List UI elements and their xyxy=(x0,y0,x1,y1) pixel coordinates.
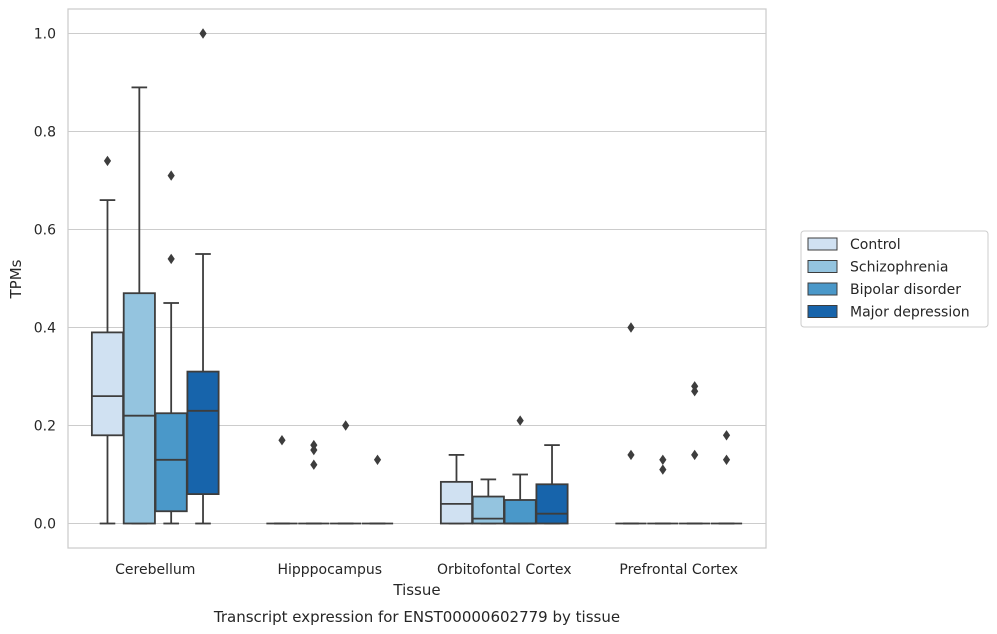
box-body xyxy=(154,412,188,513)
legend-swatch xyxy=(807,260,838,273)
box-body xyxy=(503,499,537,525)
legend-swatch xyxy=(807,282,838,296)
box-1-0 xyxy=(266,435,298,525)
x-tick-label: Cerebellum xyxy=(115,562,195,578)
box-0-2 xyxy=(154,170,188,525)
legend-label: Bipolar disorder xyxy=(850,282,961,298)
x-axis-label: Tissue xyxy=(392,581,440,599)
outlier-point xyxy=(342,420,350,431)
legend-label: Major depression xyxy=(850,305,970,321)
box-1-1 xyxy=(298,439,330,525)
plot-frame xyxy=(67,8,767,549)
legend-frame xyxy=(800,230,989,328)
box-3-3 xyxy=(710,430,743,525)
chart-caption: Transcript expression for ENST0000060277… xyxy=(213,608,620,626)
outlier-point xyxy=(516,415,524,426)
y-tick-label: 0.6 xyxy=(34,223,56,239)
box-1-3 xyxy=(361,454,394,525)
box-3-1 xyxy=(647,454,679,525)
outlier-point xyxy=(722,430,731,441)
y-tick-labels: 0.0 0.2 0.4 0.6 0.8 1.0 xyxy=(34,27,56,533)
outlier-point xyxy=(310,459,318,470)
y-axis-label: TPMs xyxy=(7,259,25,299)
outlier-point xyxy=(167,170,175,181)
outlier-point xyxy=(691,449,699,461)
box-body xyxy=(186,370,220,496)
box-body xyxy=(90,331,124,437)
y-tick-label: 0.2 xyxy=(34,419,56,435)
outlier-point xyxy=(167,253,175,265)
outlier-point xyxy=(310,444,318,456)
box-0-0 xyxy=(90,155,124,525)
box-body xyxy=(439,480,473,525)
box-body xyxy=(122,292,156,525)
box-1-2 xyxy=(330,420,362,525)
y-tick-label: 0.8 xyxy=(34,125,56,141)
outlier-point xyxy=(722,454,731,465)
box-3-0 xyxy=(615,322,647,525)
legend-swatch xyxy=(807,305,838,318)
legend-label: Schizophrenia xyxy=(850,260,948,276)
box-body xyxy=(535,483,569,525)
legend-swatch xyxy=(807,237,838,251)
x-tick-labels: Cerebellum Hipppocampus Orbitofontal Corte… xyxy=(115,562,738,578)
outlier-point xyxy=(659,454,667,465)
outlier-point xyxy=(627,449,635,461)
box-plot-series xyxy=(90,28,743,525)
outlier-point xyxy=(103,155,112,167)
legend-label: Control xyxy=(850,237,901,253)
box-2-3 xyxy=(535,444,569,525)
box-2-2 xyxy=(503,415,537,525)
x-tick-label: Hipppocampus xyxy=(277,562,382,578)
outlier-point xyxy=(659,464,667,475)
y-tick-label: 1.0 xyxy=(34,27,56,43)
x-tick-label: Orbitofontal Cortex xyxy=(437,562,572,578)
y-tick-label: 0.4 xyxy=(34,321,56,337)
box-0-1 xyxy=(122,86,156,525)
outlier-point xyxy=(627,322,635,333)
outlier-point xyxy=(278,435,286,446)
box-0-3 xyxy=(186,28,220,525)
box-3-2 xyxy=(679,381,711,525)
box-2-0 xyxy=(439,453,473,525)
y-tick-label: 0.0 xyxy=(34,517,56,533)
x-tick-label: Prefrontal Cortex xyxy=(619,562,738,578)
outlier-point xyxy=(373,454,382,465)
outlier-point xyxy=(199,28,207,39)
outlier-point xyxy=(691,386,699,397)
legend: Control Schizophrenia Bipolar disorder Majo… xyxy=(800,230,989,328)
box-2-1 xyxy=(471,478,505,525)
